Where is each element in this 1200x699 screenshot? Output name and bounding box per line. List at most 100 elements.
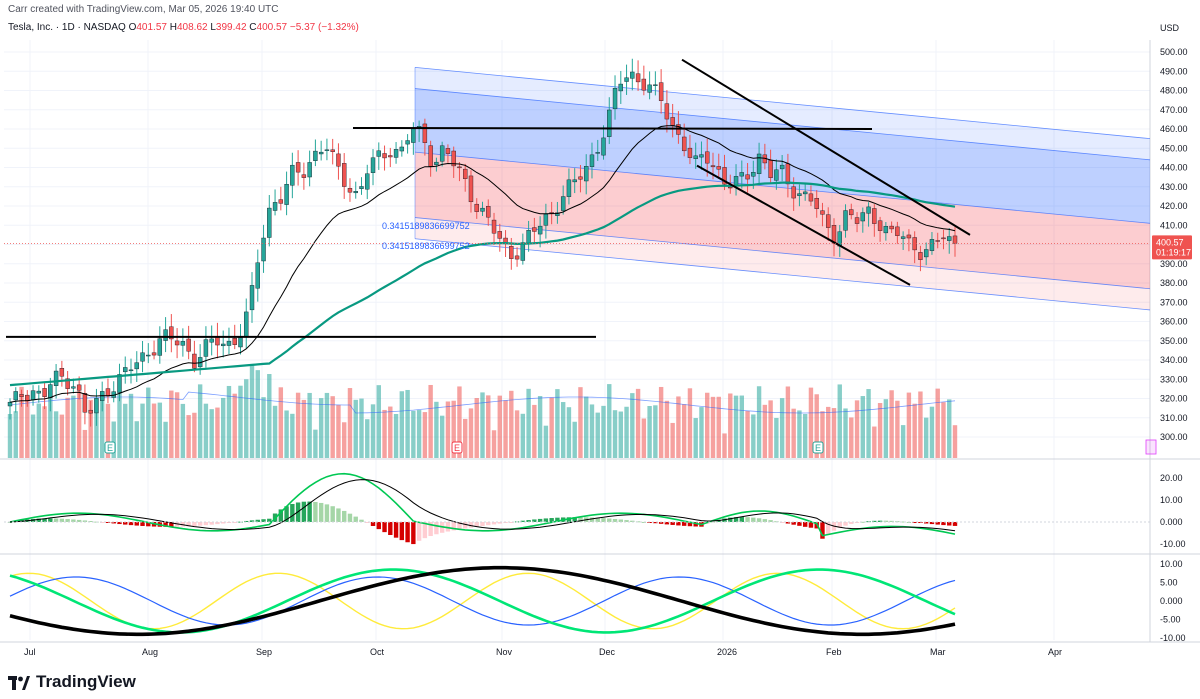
volume-bar bbox=[947, 399, 952, 458]
macd-histogram-bar bbox=[785, 522, 791, 524]
candle-body bbox=[687, 147, 693, 158]
candle-body bbox=[359, 186, 364, 189]
macd-histogram-bar bbox=[860, 521, 866, 523]
price-tick: 360.00 bbox=[1160, 317, 1188, 327]
macd-histogram-bar bbox=[232, 522, 237, 523]
volume-bar bbox=[474, 398, 479, 458]
channel-upper-outer bbox=[415, 67, 1150, 160]
volume-bar bbox=[514, 410, 520, 458]
macd-histogram-bar bbox=[635, 521, 641, 523]
candle-body bbox=[411, 128, 416, 143]
volume-bar bbox=[578, 387, 583, 458]
macd-histogram-bar bbox=[952, 522, 958, 526]
volume-bar bbox=[486, 395, 491, 458]
candle-body bbox=[814, 198, 819, 209]
axes: 500.00 490.00 480.00 470.00 460.00 450.00 440.… bbox=[24, 47, 1192, 657]
price-tick: 390.00 bbox=[1160, 259, 1188, 269]
osc-tick: -5.00 bbox=[1160, 615, 1181, 625]
volume-bar bbox=[647, 405, 652, 458]
time-tick: Oct bbox=[370, 647, 385, 657]
macd-histogram-bar bbox=[537, 518, 543, 522]
volume-bar bbox=[146, 387, 151, 458]
candle-body bbox=[860, 212, 866, 222]
candle-body bbox=[134, 362, 139, 370]
volume-bar bbox=[174, 392, 180, 458]
trend-drawings[interactable] bbox=[4, 58, 1150, 338]
macd-histogram-bar bbox=[318, 502, 324, 522]
candle-body bbox=[866, 206, 871, 214]
volume-bar bbox=[889, 390, 894, 458]
candle-body bbox=[854, 217, 860, 224]
earnings-marker bbox=[104, 441, 116, 454]
volume-bar bbox=[65, 397, 70, 458]
volume-bar bbox=[140, 403, 145, 458]
volume-bar bbox=[359, 398, 364, 458]
candle-body bbox=[278, 199, 284, 204]
volume-bar bbox=[687, 388, 693, 458]
volume-bar bbox=[808, 387, 814, 458]
symbol-legend[interactable]: Tesla, Inc. · 1D · NASDAQ O401.57 H408.6… bbox=[8, 22, 359, 33]
candle-body bbox=[584, 166, 589, 182]
candle-body bbox=[48, 384, 53, 399]
time-tick: Nov bbox=[496, 647, 513, 657]
candle-body bbox=[791, 186, 796, 199]
macd-histogram-bar bbox=[681, 522, 687, 526]
macd-histogram-bar bbox=[468, 522, 474, 528]
volume-bar bbox=[895, 400, 900, 458]
osc-tick: 10.00 bbox=[1160, 559, 1183, 569]
macd-histogram-bar bbox=[463, 522, 468, 529]
macd-histogram-bar bbox=[370, 522, 376, 526]
macd-histogram-bar bbox=[59, 518, 65, 522]
candle-body bbox=[630, 71, 635, 79]
candle-body bbox=[889, 225, 894, 230]
volume-bar bbox=[209, 409, 214, 458]
candle-body bbox=[537, 225, 543, 235]
macd-histogram-bar bbox=[589, 517, 595, 522]
long-ma-line bbox=[9, 181, 956, 387]
candle-body bbox=[439, 145, 445, 162]
macd-histogram-bar bbox=[900, 521, 906, 523]
volume-bar bbox=[445, 401, 451, 458]
macd-pane bbox=[4, 472, 1150, 545]
volume-bar bbox=[215, 407, 220, 458]
macd-histogram-bar bbox=[768, 520, 773, 522]
macd-histogram-bar bbox=[134, 522, 139, 526]
osc-black-line bbox=[9, 565, 956, 637]
candle-body bbox=[19, 394, 24, 397]
macd-histogram-bar bbox=[670, 522, 675, 525]
price-tick: 470.00 bbox=[1160, 105, 1188, 115]
price-tick: 420.00 bbox=[1160, 201, 1188, 211]
volume-bar bbox=[405, 389, 410, 458]
price-tick: 340.00 bbox=[1160, 355, 1188, 365]
volume-bar bbox=[382, 409, 387, 458]
volume-bar bbox=[111, 421, 116, 458]
earnings-marker bbox=[812, 441, 824, 454]
macd-tick: 20.00 bbox=[1160, 473, 1183, 483]
candle-body bbox=[520, 242, 526, 261]
macd-histogram-bar bbox=[301, 501, 307, 522]
volume-bar bbox=[584, 396, 589, 458]
regression-channel bbox=[414, 67, 1151, 311]
price-tick: 480.00 bbox=[1160, 86, 1188, 96]
candle-body bbox=[566, 179, 572, 197]
time-tick: Feb bbox=[826, 647, 842, 657]
volume-bars bbox=[7, 364, 958, 458]
tradingview-logo-text: TradingView bbox=[36, 672, 136, 691]
volume-bar bbox=[324, 392, 330, 458]
macd-histogram-bar bbox=[416, 522, 422, 541]
macd-histogram-bar bbox=[342, 510, 347, 522]
candle-body bbox=[514, 255, 520, 260]
tradingview-logo[interactable]: TradingView bbox=[8, 672, 136, 692]
volume-bar bbox=[872, 426, 877, 458]
ohlc-high-label: H bbox=[169, 22, 177, 33]
volume-bar bbox=[497, 395, 502, 458]
macd-histogram-bar bbox=[820, 522, 825, 539]
osc-tick: -10.00 bbox=[1160, 633, 1186, 643]
volume-ma bbox=[9, 391, 956, 414]
candle-body bbox=[180, 341, 186, 346]
oscillator-pane bbox=[9, 565, 956, 637]
volume-bar bbox=[151, 403, 157, 458]
candle-body bbox=[739, 172, 744, 177]
macd-histogram-bar bbox=[249, 520, 255, 522]
